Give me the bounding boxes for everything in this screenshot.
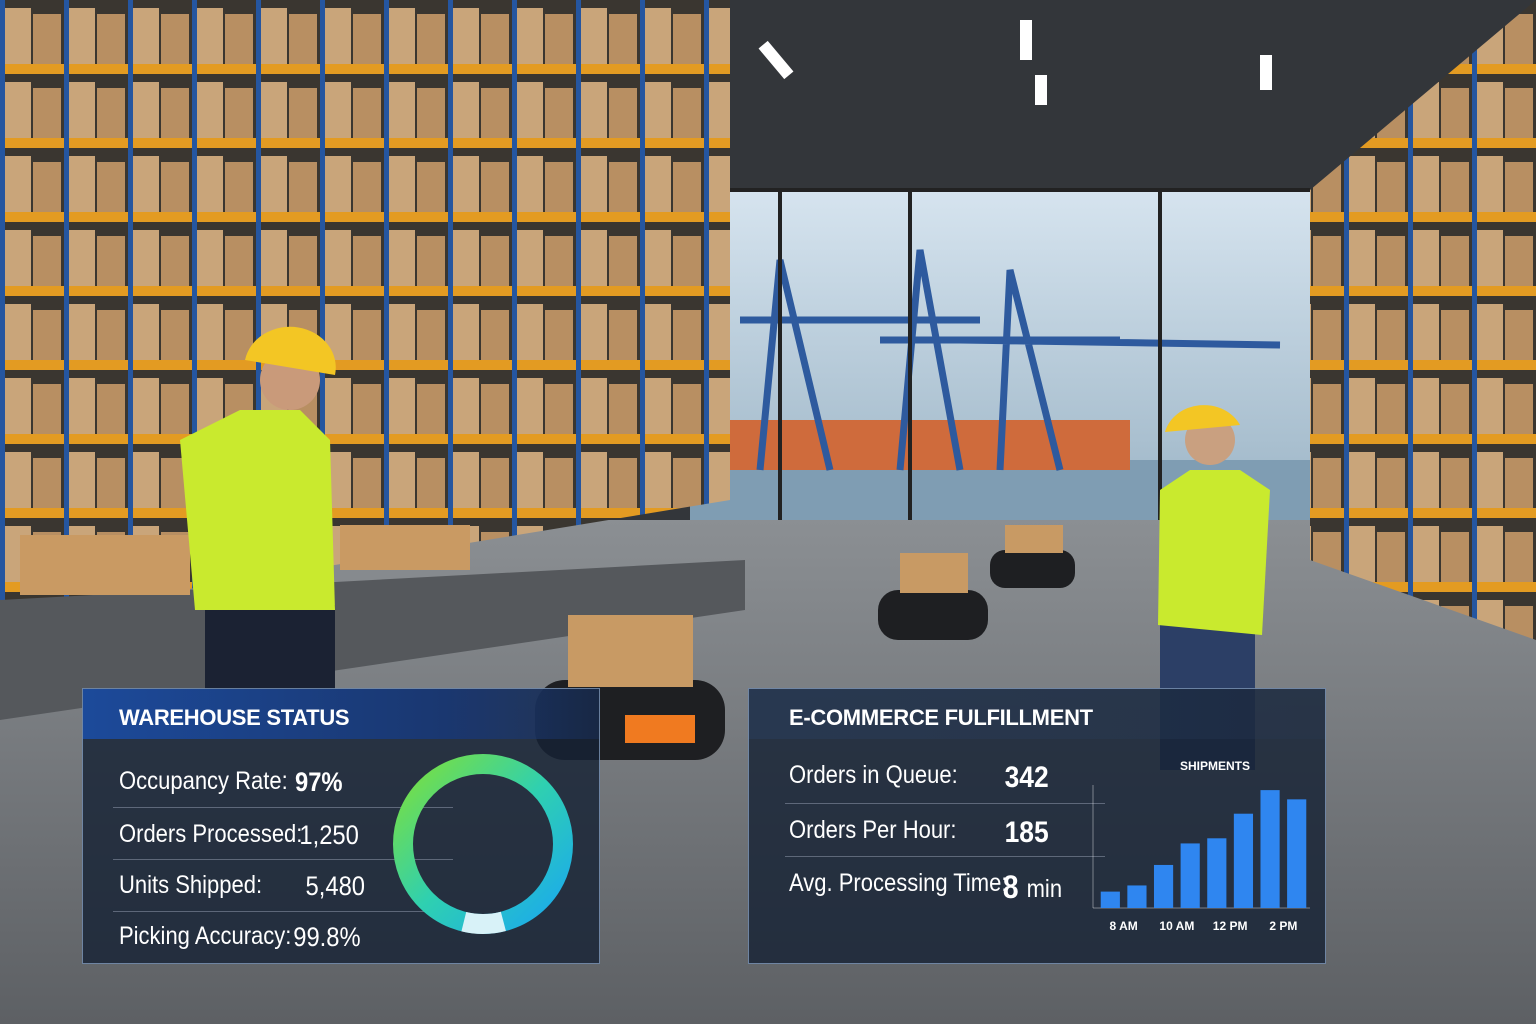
bar — [1233, 813, 1254, 908]
stat-value: 185 — [1004, 816, 1049, 849]
stat-value: 8 — [1002, 869, 1019, 905]
shipments-chart: SHIPMENTS 8 AM 10 AM 12 PM 2 PM — [1092, 759, 1310, 933]
warehouse-status-panel: WAREHOUSE STATUS Occupancy Rate: 97% Orde… — [82, 688, 600, 964]
bar — [1127, 885, 1147, 908]
separator — [785, 856, 1105, 857]
bar — [1287, 799, 1307, 908]
stat-row: Orders in Queue: 342 — [789, 761, 1049, 794]
stat-value: 342 — [1004, 761, 1049, 794]
stat-unit: min — [1026, 875, 1063, 903]
fulfillment-panel: E-COMMERCE FULFILLMENT Orders in Queue: 3… — [748, 688, 1326, 964]
bar — [1180, 843, 1200, 908]
window-frame — [690, 188, 1310, 520]
stat-label: Avg. Processing Time: — [789, 869, 1008, 897]
donut — [393, 754, 573, 934]
separator — [785, 803, 1105, 804]
stat-row: Picking Accuracy: 99.8% — [119, 922, 361, 952]
x-tick-label: 8 AM — [1110, 919, 1138, 933]
panel-title: WAREHOUSE STATUS — [83, 689, 599, 739]
x-tick-label: 12 PM — [1213, 919, 1248, 933]
x-tick-label: 10 AM — [1159, 919, 1194, 933]
worker-left — [180, 326, 336, 695]
separator — [113, 859, 453, 860]
stat-row: Orders Per Hour: 185 — [789, 816, 1049, 849]
conveyor — [0, 525, 745, 720]
separator — [113, 807, 453, 808]
stat-value: 97% — [295, 767, 343, 797]
donut-remainder — [393, 754, 573, 934]
stat-label: Picking Accuracy: — [119, 922, 292, 950]
right-shelves — [1310, 0, 1536, 640]
bar — [1207, 838, 1227, 908]
stat-label: Orders Processed: — [119, 820, 303, 848]
bar — [1153, 864, 1174, 908]
containers — [730, 420, 1130, 470]
stat-label: Orders Per Hour: — [789, 816, 957, 844]
stat-value: 5,480 — [305, 871, 366, 901]
x-tick-label: 2 PM — [1269, 919, 1297, 933]
bar — [1260, 790, 1280, 908]
donut-ring — [393, 754, 573, 934]
chart-title: SHIPMENTS — [1180, 759, 1250, 773]
stat-label: Orders in Queue: — [789, 761, 958, 789]
lights — [758, 20, 1272, 105]
stat-row: Orders Processed: 1,250 — [119, 820, 359, 850]
stat-label: Units Shipped: — [119, 871, 263, 899]
stat-value: 99.8% — [293, 922, 361, 952]
stat-row: Avg. Processing Time: 8 min — [789, 869, 1062, 905]
stat-label: Occupancy Rate: — [119, 767, 288, 795]
stat-row: Units Shipped: 5,480 — [119, 871, 365, 901]
stat-row: Occupancy Rate: 97% — [119, 767, 343, 797]
panel-title: E-COMMERCE FULFILLMENT — [749, 689, 1325, 739]
separator — [113, 911, 453, 912]
bar — [1100, 891, 1120, 908]
stat-value: 1,250 — [299, 820, 359, 850]
